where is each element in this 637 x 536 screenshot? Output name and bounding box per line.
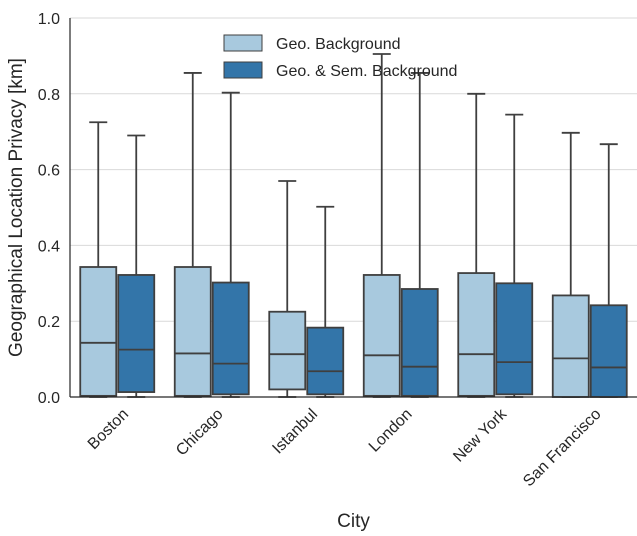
x-tick-label: Boston <box>85 406 132 453</box>
x-tick-label: Istanbul <box>269 406 321 458</box>
box-body <box>173 266 212 397</box>
y-tick-label: 0.8 <box>38 87 60 104</box>
box-body <box>268 310 307 391</box>
axes <box>69 18 637 398</box>
legend-swatch <box>223 61 263 79</box>
legend: Geo. Background Geo. & Sem. Background <box>223 34 457 80</box>
box-5-1 <box>589 143 628 398</box>
box-body <box>495 282 534 396</box>
legend-label: Geo. Background <box>276 36 401 53</box>
grid-lines <box>70 17 637 322</box>
box-series <box>79 53 628 398</box>
y-tick-labels: 0.0 0.2 0.4 0.6 0.8 1.0 <box>38 11 60 407</box>
x-axis-label: City <box>337 511 370 532</box>
x-tick-label: San Francisco <box>520 406 604 490</box>
x-tick-label: London <box>366 406 416 456</box>
box-5-0 <box>551 131 590 398</box>
box-body <box>551 294 590 398</box>
x-tick-label: New York <box>450 405 511 466</box>
box-0-1 <box>117 134 156 398</box>
box-body <box>362 274 401 397</box>
x-tick-labels: Boston Chicago Istanbul London New York San F… <box>85 405 605 490</box>
box-4-1 <box>495 113 534 398</box>
box-2-1 <box>306 205 345 398</box>
y-tick-label: 0.6 <box>38 163 60 180</box>
box-body <box>211 281 250 396</box>
box-1-1 <box>211 91 250 398</box>
y-tick-label: 0.0 <box>38 390 60 407</box>
box-0-0 <box>79 121 118 398</box>
box-body <box>589 304 628 398</box>
box-body <box>117 274 156 393</box>
box-1-0 <box>173 72 212 398</box>
box-body <box>400 288 439 397</box>
y-tick-label: 1.0 <box>38 11 60 28</box>
legend-label: Geo. & Sem. Background <box>276 63 457 80</box>
box-3-0 <box>362 53 401 398</box>
box-4-0 <box>457 92 496 398</box>
box-body <box>306 326 345 396</box>
box-2-0 <box>268 180 307 398</box>
box-body <box>457 272 496 397</box>
y-axis-label: Geographical Location Privacy [km] <box>6 58 27 357</box>
box-body <box>79 266 118 397</box>
y-tick-label: 0.2 <box>38 314 60 331</box>
legend-swatch <box>223 34 263 52</box>
y-tick-label: 0.4 <box>38 238 60 255</box>
x-tick-label: Chicago <box>173 406 227 460</box>
box-3-1 <box>400 72 439 398</box>
